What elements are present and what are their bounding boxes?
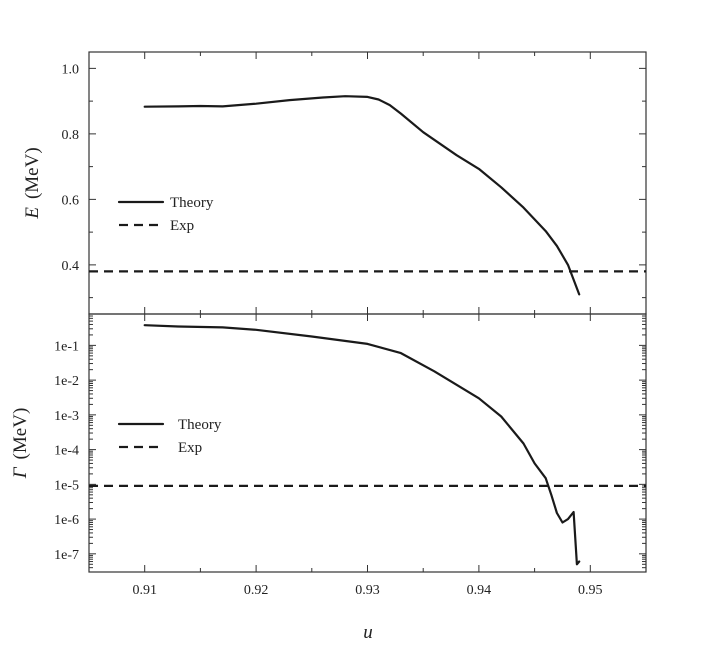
top-ticks: 0.4 0.6 0.8 1.0 (62, 52, 647, 314)
top-series (89, 95, 646, 296)
y-tick-label: 1e-4 (54, 444, 79, 459)
bottom-axes-frame (88, 313, 647, 573)
top-ylabel: E (MeV) (22, 147, 43, 219)
bottom-legend-theory-label: Theory (178, 417, 222, 433)
y-tick-label: 1e-5 (54, 478, 79, 493)
y-tick-label: 1.0 (62, 62, 80, 77)
x-tick-label: 0.93 (355, 583, 380, 598)
x-tick-label: 0.92 (244, 583, 269, 598)
y-tick-label: 0.8 (62, 128, 80, 143)
y-tick-label: 1e-1 (54, 339, 79, 354)
bottom-ylabel: Γ (MeV) (10, 408, 31, 480)
y-tick-label: 1e-7 (54, 548, 79, 563)
series-theory-line (143, 95, 581, 296)
top-legend-theory-label: Theory (170, 195, 214, 211)
x-tick-label: 0.94 (467, 583, 492, 598)
bottom-series (89, 324, 646, 566)
bottom-ticks: 1e-7 1e-6 1e-5 1e-4 1e-3 1e-2 1e-1 0.91 0.92 0.93… (54, 313, 647, 598)
y-tick-label: 1e-2 (54, 374, 79, 389)
top-legend-exp-label: Exp (170, 218, 194, 234)
bottom-legend: Theory Exp (117, 417, 222, 456)
x-tick-label: 0.91 (132, 583, 157, 598)
y-tick-label: 1e-6 (54, 513, 79, 528)
x-axis-label: u (363, 622, 373, 643)
bottom-ylabel-unit: (MeV) (10, 408, 31, 460)
y-tick-label: 0.4 (62, 259, 80, 274)
top-ylabel-symbol: E (22, 207, 43, 220)
top-legend: Theory Exp (117, 195, 214, 234)
top-ylabel-unit: (MeV) (22, 147, 43, 199)
top-axes-frame (88, 51, 647, 315)
bottom-legend-exp-label: Exp (178, 440, 202, 456)
y-tick-label: 0.6 (62, 193, 80, 208)
x-tick-label: 0.95 (578, 583, 603, 598)
panel-width: 1e-7 1e-6 1e-5 1e-4 1e-3 1e-2 1e-1 0.91 0.92 0.93… (10, 313, 647, 643)
y-tick-label: 1e-3 (54, 409, 79, 424)
bottom-ylabel-symbol: Γ (10, 466, 31, 479)
panel-energy: 0.4 0.6 0.8 1.0 Theory Exp E (MeV) (22, 51, 647, 315)
series-theory-line (143, 324, 581, 566)
